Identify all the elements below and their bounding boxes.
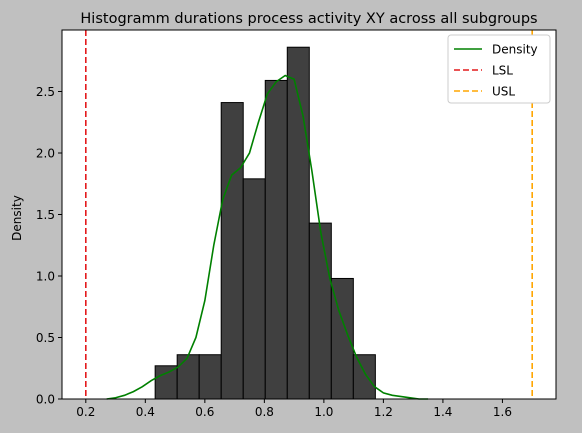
x-tick-label: 0.6 [195, 405, 214, 419]
histogram-bar [308, 222, 332, 400]
legend-label: Density [492, 43, 538, 57]
histogram-bar [352, 354, 376, 400]
x-tick-label: 1.0 [314, 405, 333, 419]
y-axis-label: Density [10, 195, 24, 241]
density-curve [106, 74, 429, 400]
y-tick-label: 2.0 [36, 147, 55, 161]
x-tick-label: 1.4 [433, 405, 452, 419]
legend-box [447, 34, 551, 104]
legend-label: USL [492, 85, 515, 99]
histogram-bar [242, 178, 266, 400]
histogram-bar [198, 354, 222, 400]
y-tick-label: 0.0 [36, 393, 55, 407]
y-tick-label: 0.5 [36, 331, 55, 345]
histogram-bar [176, 354, 200, 400]
x-tick-label: 1.6 [493, 405, 512, 419]
histogram-bar [264, 79, 288, 400]
histogram-bar [286, 46, 310, 400]
chart-title: Histogramm durations process activity XY… [80, 11, 537, 27]
x-tick-label: 0.2 [76, 405, 95, 419]
x-tick-label: 1.2 [374, 405, 393, 419]
y-tick-label: 2.5 [36, 85, 55, 99]
y-tick-label: 1.5 [36, 208, 55, 222]
x-tick-label: 0.8 [255, 405, 274, 419]
x-tick-label: 0.4 [136, 405, 155, 419]
legend-label: LSL [492, 64, 513, 78]
histogram-bar [220, 102, 244, 400]
y-tick-label: 1.0 [36, 270, 55, 284]
histogram-bar [154, 365, 178, 400]
